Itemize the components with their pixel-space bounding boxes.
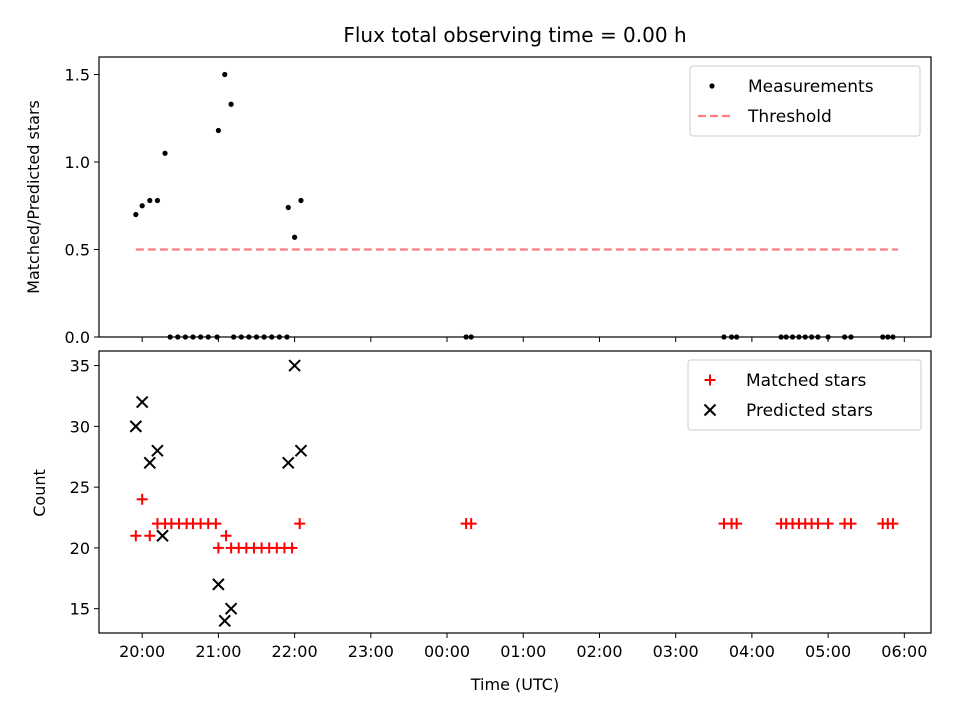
legend-label: Measurements [748, 77, 874, 97]
bottom-y-tick-label: 30 [70, 417, 90, 436]
predicted-star-point [129, 420, 143, 433]
matched-star-point [887, 518, 899, 530]
measurement-point [147, 197, 153, 204]
matched-star-point [136, 493, 148, 505]
x-tick-label: 00:00 [424, 642, 470, 661]
x-tick-label: 04:00 [729, 642, 775, 661]
x-tick-label: 02:00 [576, 642, 622, 661]
top-x-ticks [141, 337, 905, 342]
top-axes-frame [98, 56, 932, 338]
matched-star-point [731, 518, 743, 530]
predicted-star-point [288, 359, 301, 372]
top-legend: Measurements Threshold [689, 65, 921, 137]
matched-star-point [812, 518, 824, 530]
x-tick-label: 22:00 [272, 642, 318, 661]
x-tick-label: 23:00 [348, 642, 394, 661]
bottom-panel: 15 20 25 30 35 20:00 21:00 22:00 23:00 00:00 01:0… [30, 350, 932, 694]
predicted-star-point [156, 529, 169, 542]
matched-star-point [286, 542, 298, 554]
bottom-marks [129, 359, 899, 628]
bottom-y-tick-label: 25 [70, 478, 90, 497]
x-tick-label: 03:00 [653, 642, 699, 661]
measurement-point [292, 234, 298, 240]
x-tick-label: 21:00 [195, 642, 241, 661]
matched-star-point [210, 518, 222, 530]
legend-label: Predicted stars [746, 401, 873, 421]
predicted-star-point [143, 456, 157, 470]
measurement-point [162, 150, 168, 156]
legend-cross-swatch [703, 403, 717, 417]
measurement-point [215, 127, 222, 134]
bottom-y-ticks: 15 20 25 30 35 [70, 357, 99, 619]
matched-star-point [845, 518, 857, 530]
top-y-tick-label: 1.0 [65, 153, 90, 172]
predicted-star-point [218, 614, 231, 628]
bottom-x-ticks: 20:00 21:00 22:00 23:00 00:00 01:00 02:00 03:00… [119, 633, 927, 661]
bottom-legend: Matched stars Predicted stars [687, 359, 922, 431]
legend-label: Threshold [747, 107, 832, 127]
measurement-point [133, 211, 139, 218]
predicted-star-point [282, 456, 295, 470]
legend-box [689, 65, 921, 137]
x-tick-label: 20:00 [119, 642, 165, 661]
measurement-point [285, 204, 291, 211]
matched-star-point [212, 542, 224, 554]
matched-star-point [822, 518, 834, 530]
bottom-axes-frame [98, 350, 932, 634]
legend-label: Matched stars [746, 371, 866, 391]
x-tick-label: 01:00 [500, 642, 546, 661]
x-tick-label: 05:00 [805, 642, 851, 661]
matched-star-point [465, 518, 477, 530]
matched-star-point [220, 530, 232, 542]
x-axis-label: Time (UTC) [470, 675, 559, 694]
x-tick-label: 06:00 [881, 642, 927, 661]
predicted-star-point [151, 444, 164, 457]
matched-star-point [130, 530, 142, 542]
bottom-y-axis-label: Count [30, 469, 49, 517]
predicted-star-point [212, 578, 225, 591]
legend-box [687, 359, 922, 431]
predicted-star-point [224, 602, 238, 615]
measurement-point [154, 197, 161, 204]
top-y-tick-label: 1.5 [65, 66, 90, 85]
top-panel: 0.0 0.5 1.0 1.5 Matched/Predicted stars Mea… [24, 56, 932, 347]
measurement-point [222, 71, 228, 78]
legend-plus-swatch [704, 374, 716, 386]
bottom-y-tick-label: 20 [70, 539, 90, 558]
chart-title: Flux total observing time = 0.00 h [343, 23, 686, 47]
top-y-axis-label: Matched/Predicted stars [24, 100, 43, 294]
matched-star-point [294, 518, 306, 530]
legend-point-swatch [709, 83, 715, 89]
predicted-star-point [135, 395, 149, 409]
measurement-point [298, 197, 304, 204]
top-y-tick-label: 0.0 [65, 328, 90, 347]
measurement-point [139, 203, 145, 209]
predicted-star-point [294, 444, 308, 457]
measurement-point [228, 101, 234, 107]
bottom-y-tick-label: 15 [70, 600, 90, 619]
top-y-tick-label: 0.5 [65, 241, 90, 260]
bottom-y-tick-label: 35 [70, 357, 90, 376]
matched-star-point [144, 530, 156, 542]
top-y-ticks: 0.0 0.5 1.0 1.5 [65, 66, 99, 347]
